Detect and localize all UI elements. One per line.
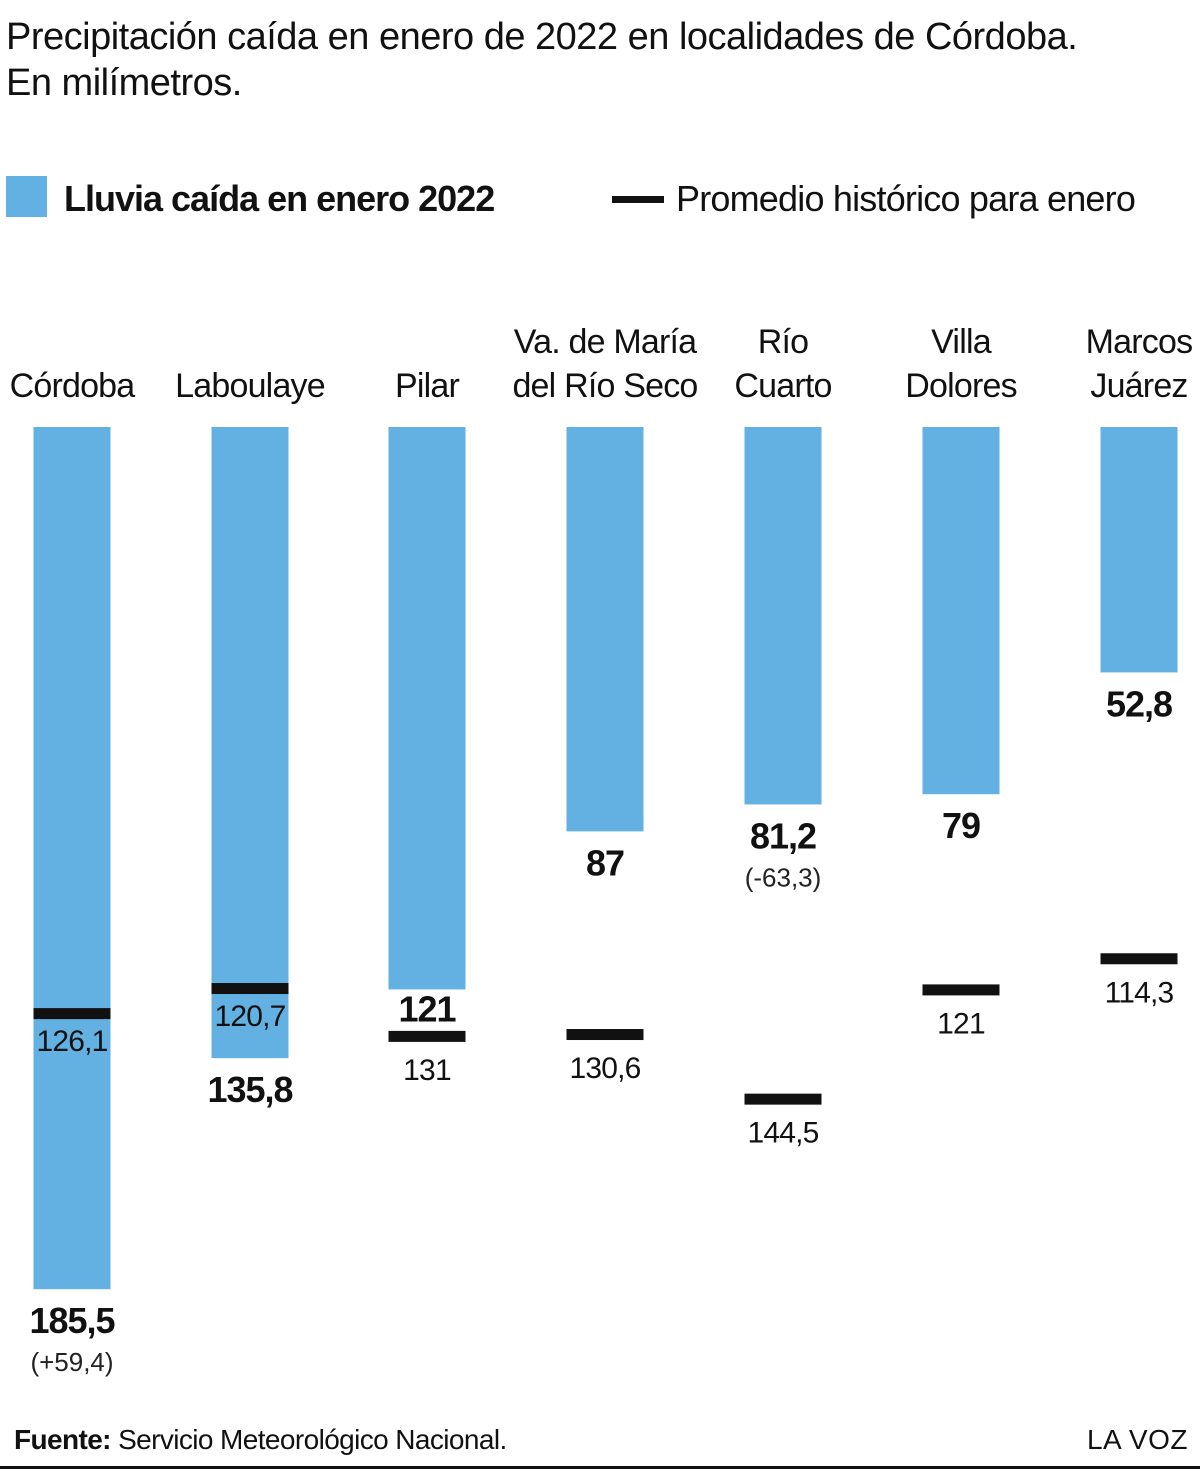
category-label: Juárez (1090, 367, 1187, 405)
source-text: Servicio Meteorológico Nacional. (110, 1424, 507, 1455)
rain-value-label: 121 (398, 988, 456, 1029)
legend-average-label: Promedio histórico para enero (676, 178, 1136, 219)
average-value-label: 121 (937, 1007, 985, 1040)
legend: Lluvia caída en enero 2022 Promedio hist… (0, 176, 1200, 226)
category-label: del Río Seco (512, 367, 697, 405)
footer-rule (0, 1466, 1200, 1469)
brand-logo-text: LA VOZ (1086, 1424, 1188, 1455)
rain-bar (211, 427, 289, 1059)
rain-value-label: 79 (942, 805, 980, 846)
source-note: Fuente: Servicio Meteorológico Nacional. (14, 1424, 507, 1456)
rain-bar (566, 427, 644, 832)
difference-label: (-63,3) (745, 862, 822, 892)
category-label: Cuarto (734, 367, 831, 405)
average-marker (33, 1008, 111, 1020)
rain-value-label: 185,5 (29, 1300, 115, 1341)
legend-average-line (612, 196, 664, 203)
rain-value-label: 87 (586, 842, 624, 883)
rain-bar (744, 427, 822, 805)
average-value-label: 131 (403, 1054, 451, 1087)
category-label: Córdoba (10, 367, 136, 405)
source-prefix: Fuente: (14, 1424, 112, 1455)
difference-label: (+59,4) (30, 1347, 113, 1377)
category-label: Va. de María (514, 323, 697, 361)
chart-title: Precipitación caída en enero de 2022 en … (6, 14, 1186, 106)
rain-bar (33, 427, 111, 1290)
legend-rain-label: Lluvia caída en enero 2022 (64, 178, 495, 219)
category-label: Río (758, 323, 809, 361)
average-value-label: 126,1 (36, 1025, 107, 1058)
rain-bar (388, 427, 466, 990)
rain-value-label: 135,8 (207, 1069, 292, 1110)
average-marker (1100, 953, 1178, 965)
average-value-label: 130,6 (569, 1052, 640, 1085)
average-marker (211, 983, 289, 995)
bar-chart: Córdoba 126,1 185,5 (+59,4) Laboulaye 120,7 13… (10, 323, 1194, 1377)
average-value-label: 120,7 (214, 1000, 285, 1033)
average-marker (388, 1030, 466, 1042)
title-line-1: Precipitación caída en enero de 2022 en … (6, 16, 1078, 58)
average-value-label: 144,5 (747, 1117, 818, 1150)
legend-rain-swatch (6, 176, 47, 217)
category-label: Marcos (1086, 323, 1193, 361)
rain-bar (1100, 427, 1178, 673)
category-label: Villa (931, 323, 992, 361)
category-label: Dolores (905, 367, 1017, 405)
category-label: Pilar (395, 367, 459, 405)
average-marker (744, 1093, 822, 1105)
rain-value-label: 81,2 (750, 815, 816, 856)
category-label: Laboulaye (175, 367, 325, 405)
rain-value-label: 52,8 (1106, 683, 1172, 724)
rain-bar (922, 427, 1000, 795)
title-line-2: En milímetros. (6, 62, 242, 104)
average-value-label: 114,3 (1105, 976, 1174, 1009)
average-marker (922, 984, 1000, 996)
average-marker (566, 1029, 644, 1041)
